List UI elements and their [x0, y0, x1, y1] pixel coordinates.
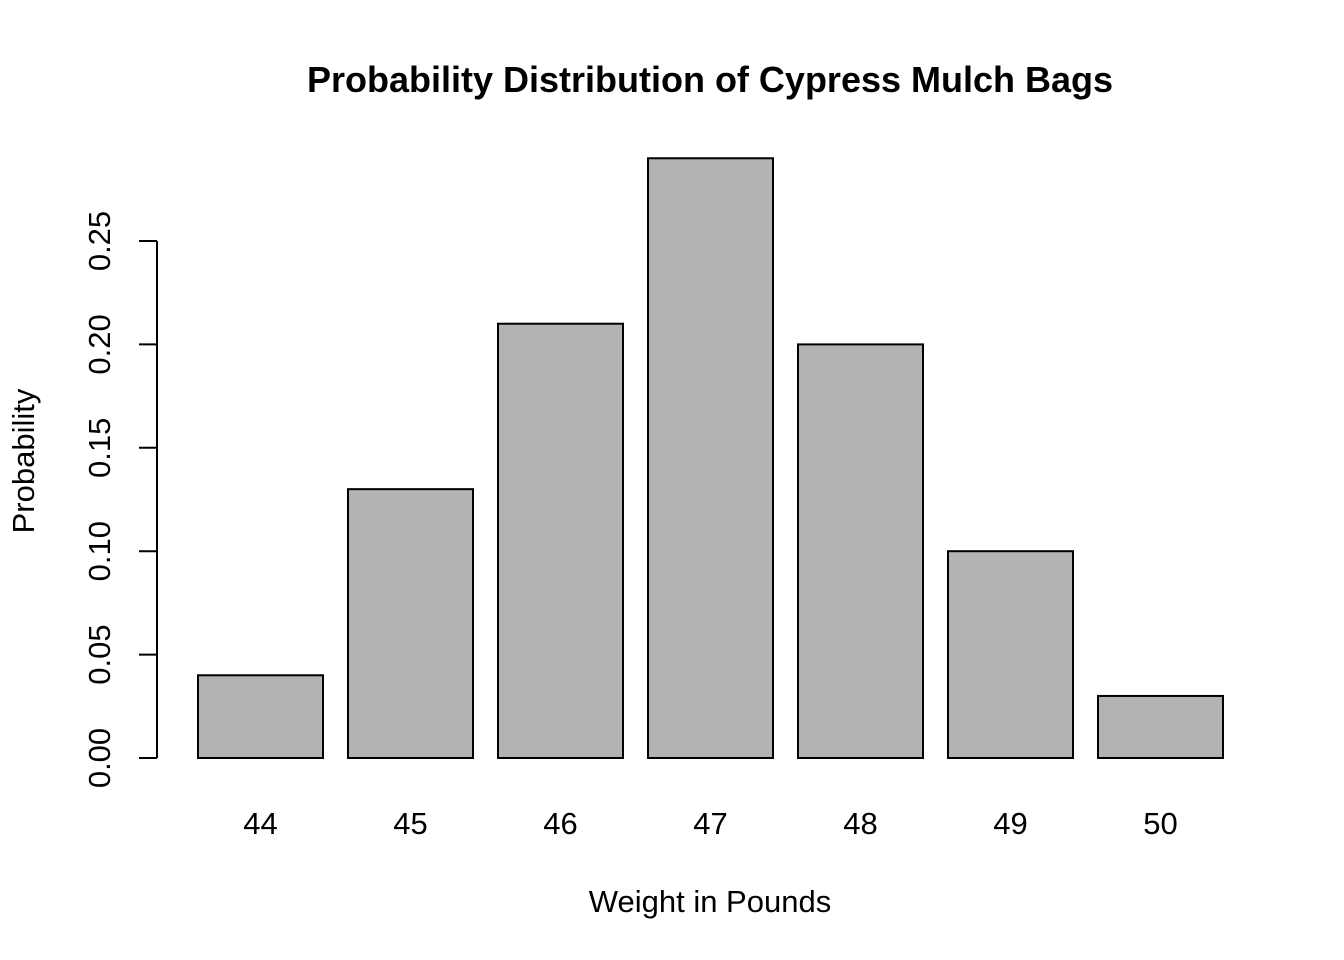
- bar-45: [347, 488, 474, 759]
- bar-48: [797, 343, 924, 759]
- y-tick-label: 0.25: [82, 211, 117, 271]
- x-axis-label: Weight in Pounds: [589, 884, 831, 919]
- y-tick-label: 0.00: [82, 728, 117, 788]
- x-tick-label: 44: [243, 806, 277, 841]
- bars-group: [197, 157, 1224, 760]
- chart-title: Probability Distribution of Cypress Mulc…: [307, 59, 1113, 100]
- x-tick-label: 47: [693, 806, 727, 841]
- x-tick-label: 48: [843, 806, 877, 841]
- x-tick-label: 49: [993, 806, 1027, 841]
- x-tick-label: 50: [1143, 806, 1177, 841]
- bar-46: [497, 322, 624, 759]
- bar-44: [197, 674, 324, 760]
- bar-47: [647, 157, 774, 759]
- y-tick-label: 0.10: [82, 521, 117, 581]
- y-tick-label: 0.15: [82, 418, 117, 478]
- y-axis-label: Probability: [6, 388, 41, 533]
- x-tick-labels: 44 45 46 47 48 49 50: [243, 806, 1177, 841]
- y-tick-label: 0.05: [82, 624, 117, 684]
- bar-50: [1097, 694, 1224, 760]
- x-tick-label: 45: [393, 806, 427, 841]
- y-tick-label: 0.20: [82, 314, 117, 374]
- y-axis: 0.00 0.05 0.10 0.15 0.20 0.25: [82, 211, 158, 788]
- x-tick-label: 46: [543, 806, 577, 841]
- bar-49: [947, 550, 1074, 760]
